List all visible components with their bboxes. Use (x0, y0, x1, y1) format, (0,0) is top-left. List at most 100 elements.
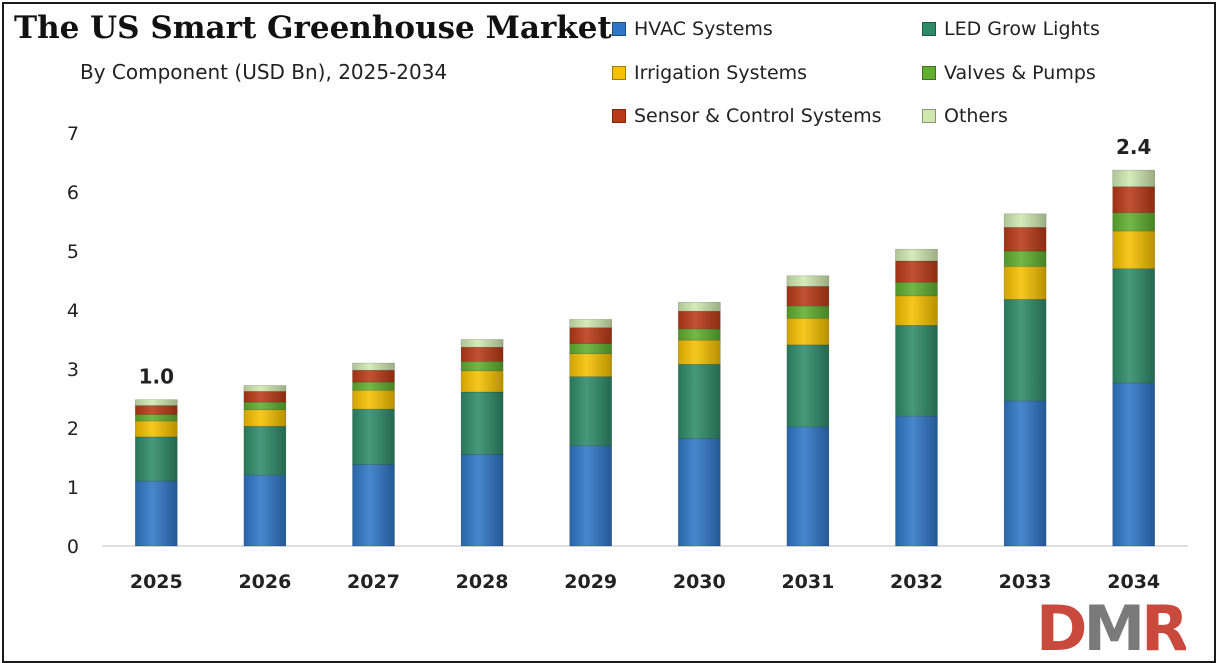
bar-2029-others (569, 319, 613, 329)
legend-swatch-valves-pumps (922, 66, 936, 80)
bar-2033-led-grow-lights (1003, 299, 1047, 402)
legend-item-valves-pumps: Valves & Pumps (922, 62, 1096, 84)
bar-2027-others (352, 362, 395, 371)
bar-2027-irrigation-systems (352, 389, 395, 410)
bar-2033-irrigation-systems (1003, 266, 1047, 300)
bar-2028-valves-pumps (460, 361, 504, 372)
x-tick-label-2029: 2029 (564, 571, 617, 593)
bar-2030-sensor-control-systems (677, 310, 721, 330)
bar-2029-sensor-control-systems (569, 327, 613, 344)
y-tick-label: 6 (67, 182, 79, 204)
x-tick-label-2031: 2031 (781, 571, 834, 593)
bar-2034-sensor-control-systems (1112, 186, 1155, 213)
y-tick-label: 2 (67, 418, 79, 440)
bar-2028-others (460, 339, 504, 348)
bar-2025-sensor-control-systems (135, 405, 178, 415)
bar-2033-valves-pumps (1003, 250, 1047, 267)
bar-2028-led-grow-lights (460, 391, 504, 455)
x-tick-label-2027: 2027 (347, 571, 400, 593)
bar-2027-led-grow-lights (352, 408, 395, 465)
bar-2027-hvac-systems (352, 464, 395, 547)
x-tick-label-2034: 2034 (1107, 571, 1160, 593)
bar-2029-valves-pumps (569, 343, 613, 354)
bar-2034-led-grow-lights (1112, 268, 1155, 384)
bar-2030-others (677, 302, 721, 312)
legend-label-sensor-control-systems: Sensor & Control Systems (634, 105, 882, 127)
bar-2025-irrigation-systems (135, 420, 178, 438)
bar-2031-led-grow-lights (786, 344, 830, 428)
bar-2030-hvac-systems (677, 438, 721, 547)
y-tick-label: 3 (67, 359, 79, 381)
legend-label-valves-pumps: Valves & Pumps (944, 62, 1096, 84)
legend-item-others: Others (922, 105, 1008, 127)
bar-2030-led-grow-lights (677, 363, 721, 439)
legend-label-others: Others (944, 105, 1008, 127)
bar-2026-others (243, 385, 287, 392)
bar-2028-irrigation-systems (460, 370, 504, 393)
bar-2034-hvac-systems (1112, 382, 1155, 547)
y-tick-label: 0 (67, 536, 79, 558)
bar-2032-hvac-systems (895, 415, 938, 547)
y-tick-label: 1 (67, 477, 79, 499)
legend-item-led-grow-lights: LED Grow Lights (922, 18, 1100, 40)
bar-2033-hvac-systems (1003, 400, 1047, 547)
legend: HVAC Systems LED Grow Lights Irrigation … (612, 12, 1132, 144)
legend-item-irrigation-systems: Irrigation Systems (612, 62, 807, 84)
stacked-bar-chart: 0 1 2 3 4 5 6 7 2025 2026 2027 2028 2029 2030 2031 2032… (67, 123, 1188, 593)
bar-2029-hvac-systems (569, 445, 613, 547)
x-tick-label-2032: 2032 (890, 571, 943, 593)
x-tick-label-2026: 2026 (238, 571, 291, 593)
bar-2026-valves-pumps (243, 401, 287, 411)
dmr-logo: DMR (1036, 594, 1186, 656)
bar-2032-led-grow-lights (895, 325, 938, 417)
legend-label-irrigation-systems: Irrigation Systems (634, 62, 808, 84)
legend-swatch-led-grow-lights (922, 22, 936, 36)
bar-2031-valves-pumps (786, 305, 830, 319)
bar-2034-others (1112, 169, 1155, 187)
y-tick-label: 5 (67, 241, 79, 263)
bar-2025-led-grow-lights (135, 436, 178, 482)
bar-2025-others (135, 399, 178, 406)
bar-2034-irrigation-systems (1112, 230, 1155, 270)
bar-2027-sensor-control-systems (352, 369, 395, 383)
chart-title: The US Smart Greenhouse Market (14, 10, 612, 46)
legend-label-hvac-systems: HVAC Systems (634, 18, 773, 40)
bar-2028-sensor-control-systems (460, 346, 504, 362)
bar-2025-valves-pumps (135, 414, 178, 422)
bar-2028-hvac-systems (460, 454, 504, 547)
data-label-2034: 2.4 (1116, 135, 1151, 159)
bar-2030-irrigation-systems (677, 339, 721, 365)
bar-2026-irrigation-systems (243, 409, 287, 427)
bar-2026-sensor-control-systems (243, 391, 287, 403)
bar-2032-others (895, 248, 938, 262)
bar-2032-valves-pumps (895, 281, 938, 297)
bar-2029-led-grow-lights (569, 376, 613, 447)
legend-item-sensor-control-systems: Sensor & Control Systems (612, 105, 882, 127)
bar-2025-hvac-systems (135, 480, 178, 547)
bar-2032-sensor-control-systems (895, 260, 938, 283)
bar-2031-sensor-control-systems (786, 286, 830, 307)
x-tick-label-2028: 2028 (456, 571, 509, 593)
bar-2031-hvac-systems (786, 426, 830, 547)
legend-swatch-others (922, 109, 936, 123)
x-tick-label-2025: 2025 (130, 571, 183, 593)
bar-2026-hvac-systems (243, 474, 287, 547)
x-tick-label-2033: 2033 (999, 571, 1052, 593)
y-tick-label: 4 (67, 300, 79, 322)
bar-2026-led-grow-lights (243, 425, 287, 476)
bar-2029-irrigation-systems (569, 353, 613, 377)
data-label-2025: 1.0 (139, 365, 174, 389)
bar-2033-sensor-control-systems (1003, 227, 1047, 252)
bar-2030-valves-pumps (677, 328, 721, 341)
x-tick-label-2030: 2030 (673, 571, 726, 593)
svg-text:DMR: DMR (1036, 594, 1186, 656)
bar-2032-irrigation-systems (895, 295, 938, 326)
chart-subtitle: By Component (USD Bn), 2025-2034 (80, 60, 448, 84)
legend-swatch-hvac-systems (612, 22, 626, 36)
bar-2027-valves-pumps (352, 381, 395, 391)
legend-label-led-grow-lights: LED Grow Lights (944, 18, 1100, 40)
bar-2031-irrigation-systems (786, 317, 830, 346)
y-tick-label: 7 (67, 123, 79, 145)
bar-2033-others (1003, 213, 1047, 228)
